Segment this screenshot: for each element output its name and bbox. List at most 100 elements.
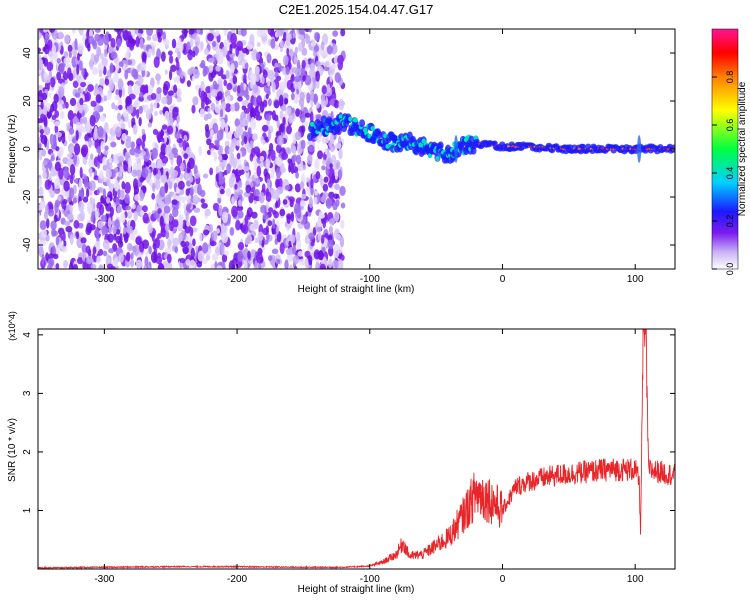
heatmap-cell (200, 81, 205, 93)
heatmap-cell (246, 43, 254, 50)
y-tick-label: -20 (22, 189, 33, 204)
heatmap-cell (319, 263, 326, 269)
heatmap-cell (57, 195, 62, 202)
heatmap-cell (177, 51, 181, 60)
heatmap-cell (249, 107, 257, 120)
heatmap-cell (258, 192, 265, 204)
heatmap-cell (293, 98, 300, 104)
heatmap-cell (63, 220, 71, 226)
heatmap-cell (228, 176, 234, 188)
heatmap-cell (229, 44, 233, 55)
heatmap-cell (105, 213, 109, 224)
heatmap-cell (300, 125, 306, 134)
snr-x-ticks: -300 -200 -100 0 100 (94, 329, 644, 585)
heatmap-cell (317, 218, 322, 228)
heatmap-cell (56, 71, 62, 81)
heatmap-cell (121, 132, 127, 142)
heatmap-cell (82, 116, 88, 125)
heatmap-cell (218, 54, 222, 65)
heatmap-cell (88, 35, 95, 44)
heatmap-cell (99, 204, 105, 216)
heatmap-cell (168, 69, 173, 81)
heatmap-cell (427, 153, 433, 159)
heatmap-cell (170, 64, 177, 73)
heatmap-cell (282, 92, 289, 100)
heatmap-cell (118, 87, 123, 98)
heatmap-cell (276, 135, 284, 146)
heatmap-cell (273, 211, 279, 219)
heatmap-cell (231, 205, 238, 218)
y-tick-label: 4 (22, 332, 33, 338)
heatmap-cell (328, 218, 335, 225)
heatmap-cell (135, 35, 140, 48)
heatmap-cell (168, 152, 174, 161)
heatmap-cell (38, 186, 44, 197)
heatmap-cell (329, 131, 334, 144)
heatmap-cell (57, 227, 65, 236)
colorbar-ticks: 0.0 0.2 0.4 0.6 0.8 (712, 71, 735, 275)
heatmap-cell (118, 61, 124, 68)
heatmap-cell (256, 41, 261, 48)
heatmap-cell (131, 68, 138, 78)
heatmap-cell (295, 171, 299, 179)
heatmap-cell (89, 167, 93, 177)
heatmap-cell (136, 108, 140, 119)
heatmap-cell (81, 144, 89, 156)
heatmap-cell (249, 140, 254, 149)
heatmap-cell (262, 70, 268, 79)
heatmap-cell (128, 35, 133, 44)
heatmap-cell (291, 107, 295, 115)
heatmap-cell (41, 92, 48, 101)
heatmap-cell (111, 102, 116, 110)
heatmap-cell (141, 141, 146, 150)
heatmap-cell (99, 169, 104, 179)
heatmap-cell (46, 39, 53, 51)
heatmap-cell (235, 177, 240, 183)
heatmap-cell (83, 175, 89, 188)
heatmap-cell (222, 153, 229, 161)
heatmap-cell (114, 105, 119, 111)
heatmap-cell (270, 38, 276, 49)
heatmap-cell (223, 39, 230, 49)
heatmap-cell (91, 67, 99, 75)
heatmap-cell (242, 117, 249, 127)
heatmap-cell (214, 246, 222, 256)
heatmap-cell (237, 199, 243, 207)
heatmap-cell (340, 202, 346, 209)
heatmap-cell (236, 163, 244, 171)
heatmap-cell (321, 135, 326, 145)
heatmap-cell (293, 51, 297, 57)
heatmap-cell (76, 257, 84, 265)
heatmap-cell (66, 153, 73, 159)
heatmap-cell (319, 48, 326, 58)
heatmap-cell (165, 93, 173, 106)
heatmap-cell (87, 43, 91, 52)
heatmap-cell (302, 164, 307, 171)
heatmap-cell (176, 60, 180, 71)
heatmap-cell (113, 179, 119, 192)
heatmap-cell (97, 126, 104, 138)
heatmap-cell (314, 158, 320, 170)
heatmap-cell (192, 238, 196, 247)
heatmap-cell (258, 262, 262, 269)
heatmap-cell (212, 202, 220, 212)
heatmap-cell (176, 88, 182, 98)
heatmap-cell (150, 251, 158, 264)
heatmap-cell (334, 170, 339, 180)
heatmap-cell (148, 245, 152, 255)
heatmap-cell (334, 183, 340, 190)
heatmap-cell (214, 139, 219, 145)
heatmap-cell (232, 75, 238, 85)
heatmap-cell (193, 207, 201, 213)
heatmap-cell (96, 255, 102, 264)
heatmap-cell (285, 147, 291, 153)
heatmap-cell (98, 264, 104, 269)
heatmap-cell (141, 167, 149, 179)
heatmap-cell (92, 246, 97, 255)
heatmap-cell (223, 29, 228, 37)
heatmap-cell (100, 114, 106, 123)
heatmap-cell (304, 112, 311, 118)
heatmap-cell (319, 122, 326, 131)
heatmap-cell (124, 193, 130, 204)
